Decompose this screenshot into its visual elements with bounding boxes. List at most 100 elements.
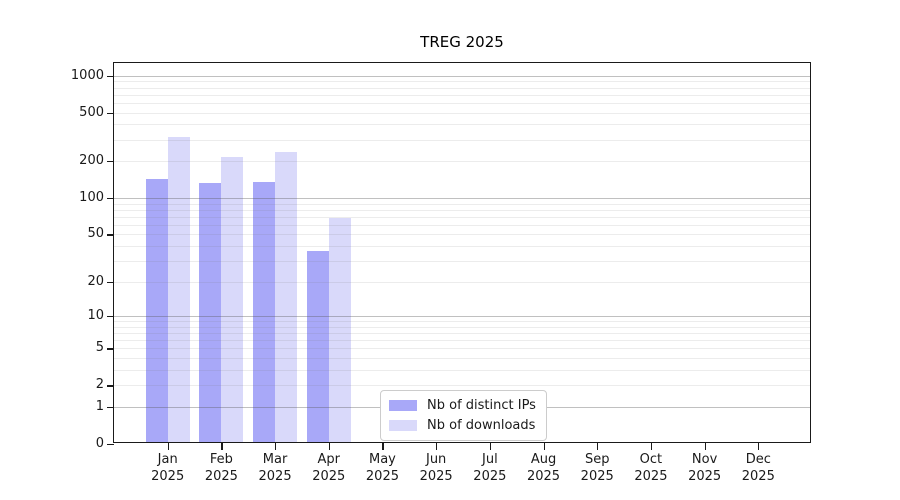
minor-gridline-400 [114, 124, 810, 126]
chart-title: TREG 2025 [420, 33, 504, 51]
month-label: Jan [157, 452, 178, 467]
year-label: 2025 [741, 469, 775, 484]
y-tick-mark-2 [107, 385, 114, 387]
year-label: 2025 [151, 469, 185, 484]
minor-gridline-6 [114, 340, 810, 342]
year-label: 2025 [419, 469, 453, 484]
x-tick-label-jan: Jan 2025 [133, 451, 203, 485]
x-tick-label-feb: Feb 2025 [186, 451, 256, 485]
x-tick-label-mar: Mar 2025 [240, 451, 310, 485]
x-tick-label-may: May 2025 [347, 451, 417, 485]
y-tick-mark-500 [107, 112, 114, 114]
y-tick-label-100: 100 [79, 189, 104, 205]
minor-gridline-4 [114, 358, 810, 360]
month-label: Feb [209, 452, 233, 467]
major-gridline-1000 [114, 75, 810, 77]
year-label: 2025 [312, 469, 346, 484]
bar-nb-of-downloads-mar [275, 152, 298, 442]
bar-nb-of-downloads-feb [221, 157, 244, 442]
year-label: 2025 [526, 469, 561, 484]
x-tick-label-sep: Sep 2025 [562, 451, 632, 485]
y-tick-label-1000: 1000 [70, 67, 104, 83]
month-label: Oct [639, 452, 663, 467]
legend-entry-distinct-ips: Nb of distinct IPs [389, 398, 536, 413]
month-label: Nov [691, 452, 718, 467]
bar-nb-of-downloads-apr [328, 217, 351, 442]
minor-gridline-300 [114, 139, 810, 141]
month-label: Mar [262, 452, 288, 467]
x-tick-mark-jun [436, 442, 438, 450]
minor-gridline-2 [114, 385, 810, 387]
major-gridline-100 [114, 197, 810, 199]
x-tick-label-dec: Dec 2025 [723, 451, 793, 485]
year-label: 2025 [688, 469, 722, 484]
major-gridline-10 [114, 316, 810, 318]
month-label: Aug [530, 452, 557, 467]
minor-gridline-5 [114, 348, 810, 350]
plot-area: 0 1 2 5 10 20 50 100 200 500 1000 Jan 2025 Feb 2025 Ma… [71, 62, 811, 484]
minor-gridline-200 [114, 161, 810, 163]
y-tick-label-2: 2 [95, 377, 104, 393]
x-tick-mark-dec [758, 442, 760, 450]
legend-swatch-distinct-ips [389, 400, 417, 411]
y-tick-label-10: 10 [87, 308, 104, 324]
year-label: 2025 [365, 469, 399, 484]
y-tick-mark-50 [107, 234, 114, 236]
y-tick-label-500: 500 [79, 104, 104, 120]
legend-entry-downloads: Nb of downloads [389, 418, 536, 433]
month-label: Jun [425, 452, 447, 467]
legend-label-distinct-ips: Nb of distinct IPs [427, 398, 536, 413]
y-tick-label-20: 20 [87, 273, 104, 289]
month-label: Apr [317, 452, 341, 467]
x-tick-mark-oct [650, 442, 653, 450]
x-tick-mark-mar [275, 442, 277, 450]
x-tick-label-jul: Jul 2025 [455, 451, 525, 485]
bar-nb-of-distinct-ips-feb [199, 183, 222, 442]
minor-gridline-7 [114, 333, 810, 335]
y-tick-mark-1000 [107, 75, 114, 77]
minor-gridline-500 [114, 112, 810, 114]
minor-gridline-800 [114, 87, 810, 89]
x-tick-label-apr: Apr 2025 [294, 451, 364, 485]
bar-nb-of-distinct-ips-apr [306, 250, 329, 442]
x-tick-mark-jan [167, 442, 169, 450]
x-tick-mark-may [382, 442, 384, 450]
y-tick-label-0: 0 [95, 436, 104, 451]
minor-gridline-90 [114, 203, 810, 205]
year-label: 2025 [580, 469, 614, 484]
minor-gridline-20 [114, 281, 810, 283]
legend-swatch-downloads [389, 420, 417, 431]
month-label: Jul [482, 452, 498, 467]
y-tick-label-50: 50 [87, 226, 104, 242]
month-label: Dec [745, 452, 771, 467]
minor-gridline-900 [114, 81, 810, 83]
minor-gridline-3 [114, 370, 810, 372]
year-label: 2025 [634, 469, 668, 484]
minor-gridline-30 [114, 260, 810, 262]
x-tick-label-nov: Nov 2025 [670, 451, 740, 485]
x-tick-mark-apr [328, 442, 330, 450]
y-tick-mark-200 [107, 161, 114, 163]
y-tick-label-5: 5 [95, 340, 104, 356]
minor-gridline-40 [114, 246, 810, 248]
bar-nb-of-distinct-ips-mar [253, 182, 276, 442]
y-tick-mark-10 [107, 316, 114, 318]
legend-label-downloads: Nb of downloads [427, 418, 536, 433]
minor-gridline-80 [114, 209, 810, 211]
bar-nb-of-downloads-jan [167, 136, 190, 442]
x-tick-mark-jul [489, 442, 492, 450]
minor-gridline-700 [114, 94, 810, 96]
y-tick-label-1: 1 [95, 399, 104, 415]
y-tick-mark-100 [107, 197, 114, 200]
y-tick-label-200: 200 [79, 153, 104, 169]
x-tick-mark-nov [704, 442, 706, 450]
x-tick-label-aug: Aug 2025 [509, 451, 579, 485]
minor-gridline-50 [114, 234, 810, 236]
minor-gridline-8 [114, 326, 810, 328]
month-label: May [369, 452, 396, 467]
x-tick-label-jun: Jun 2025 [401, 451, 471, 485]
y-tick-mark-20 [107, 281, 114, 283]
month-label: Sep [584, 452, 610, 467]
legend: Nb of distinct IPs Nb of downloads [380, 390, 547, 441]
